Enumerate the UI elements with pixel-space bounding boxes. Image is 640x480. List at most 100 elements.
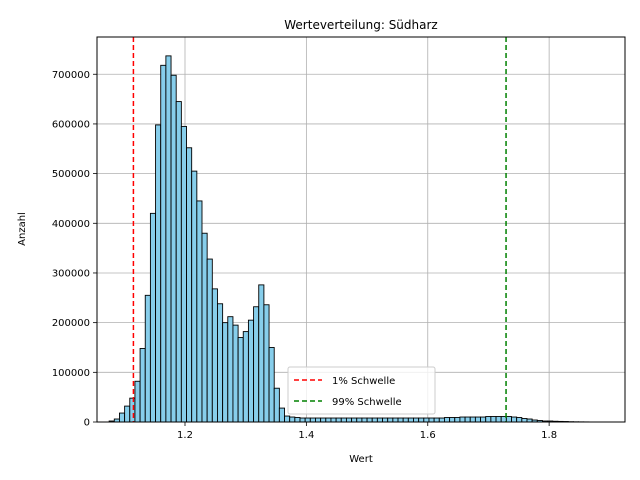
histogram-bar [124, 405, 131, 423]
histogram-bar [340, 417, 347, 423]
x-tick-label: 1.6 [420, 430, 436, 441]
x-tick-label: 1.4 [298, 430, 314, 441]
y-tick-label: 500000 [52, 169, 90, 180]
histogram-bar [521, 418, 528, 423]
histogram-bar [299, 417, 306, 423]
histogram-bar [201, 232, 208, 423]
histogram-bar [165, 55, 172, 423]
histogram-bar [505, 416, 512, 423]
histogram-bar [253, 306, 260, 423]
legend-label: 99% Schwelle [332, 397, 402, 408]
histogram-bar [155, 124, 162, 423]
plot-frame [96, 36, 626, 423]
histogram-bar [516, 417, 523, 423]
histogram-bar [480, 416, 487, 423]
histogram-bar [490, 416, 497, 423]
histogram-bar [382, 417, 389, 423]
histogram-bar [186, 147, 193, 423]
histogram-bar [144, 294, 151, 423]
histogram-bar [485, 416, 492, 423]
x-tick-label: 1.8 [541, 430, 557, 441]
histogram-bar [289, 416, 296, 423]
threshold-lines [132, 37, 507, 422]
histogram-bar [335, 417, 342, 423]
x-tick-label: 1.2 [177, 430, 193, 441]
histogram-bar [294, 417, 301, 423]
y-tick-label: 200000 [52, 318, 90, 329]
histogram-bar [418, 417, 425, 423]
histogram-bar [366, 417, 373, 423]
histogram-bar [464, 416, 471, 423]
histogram-bar [423, 417, 430, 423]
histogram-bar [206, 258, 213, 423]
histogram-bar [284, 415, 291, 423]
histogram-bar [196, 200, 203, 423]
histogram-bar [247, 319, 255, 423]
histogram-bar [402, 417, 409, 423]
histogram-bar [320, 417, 327, 423]
histogram-bar [222, 322, 229, 423]
histogram-bar [160, 64, 167, 423]
histogram-bar [351, 417, 358, 423]
y-tick-label: 400000 [52, 219, 90, 230]
legend-box [287, 366, 436, 415]
histogram-bar [433, 417, 440, 423]
histogram-bar [392, 417, 399, 423]
histogram-bar [180, 125, 187, 423]
histogram-bar [175, 101, 182, 423]
histogram-bar [217, 303, 224, 423]
histogram-bar [268, 347, 275, 423]
legend-label: 1% Schwelle [332, 376, 395, 387]
histogram-bar [469, 416, 476, 423]
histogram-bar [149, 212, 157, 423]
y-tick-label: 100000 [52, 368, 90, 379]
y-axis-title: Anzahl [17, 212, 28, 246]
x-axis-title: Wert [349, 454, 373, 465]
histogram-bar [361, 417, 368, 423]
y-tick-label: 0 [84, 418, 90, 429]
histogram-bar [438, 417, 445, 423]
histogram-bars [108, 55, 590, 423]
histogram-bar [428, 417, 435, 423]
histogram-bar [139, 348, 146, 423]
histogram-bar [304, 417, 311, 423]
histogram-bar [263, 304, 270, 423]
histogram-bar [407, 417, 414, 423]
histogram-bar [211, 288, 218, 423]
histogram-bar [237, 337, 244, 423]
y-axis: 0 100000 200000 300000 400000 500000 600000 700… [52, 70, 97, 429]
y-tick-label: 700000 [52, 70, 90, 81]
histogram-bar [474, 416, 482, 423]
histogram-bar [449, 417, 456, 423]
histogram-bar [273, 387, 280, 423]
histogram-bar [119, 412, 126, 423]
histogram-bar [356, 417, 363, 423]
histogram-bar [459, 416, 466, 423]
y-tick-label: 600000 [52, 119, 90, 130]
histogram-bar [345, 417, 353, 423]
histogram-bar [511, 416, 518, 423]
histogram-bar [325, 417, 332, 423]
histogram-bar [397, 417, 404, 423]
histogram-bar [371, 417, 378, 423]
histogram-bar [330, 417, 337, 423]
histogram-bar [443, 417, 451, 423]
histogram-bar [387, 417, 394, 423]
histogram-bar [315, 417, 322, 423]
histogram-bar [454, 417, 461, 423]
y-tick-label: 300000 [52, 268, 90, 279]
histogram-bar [191, 170, 198, 423]
legend: 1% Schwelle 99% Schwelle [287, 366, 436, 415]
histogram-bar [278, 407, 285, 423]
histogram-bar [227, 316, 234, 423]
histogram-bar [134, 380, 141, 423]
histogram-bar [376, 417, 383, 423]
histogram-bar [242, 331, 249, 423]
x-axis: 1.2 1.4 1.6 1.8 [177, 422, 557, 441]
histogram-bar [170, 74, 177, 423]
histogram-bar [495, 416, 502, 423]
histogram-bar [309, 417, 316, 423]
histogram-bar [258, 284, 265, 423]
histogram-bar [413, 417, 420, 423]
